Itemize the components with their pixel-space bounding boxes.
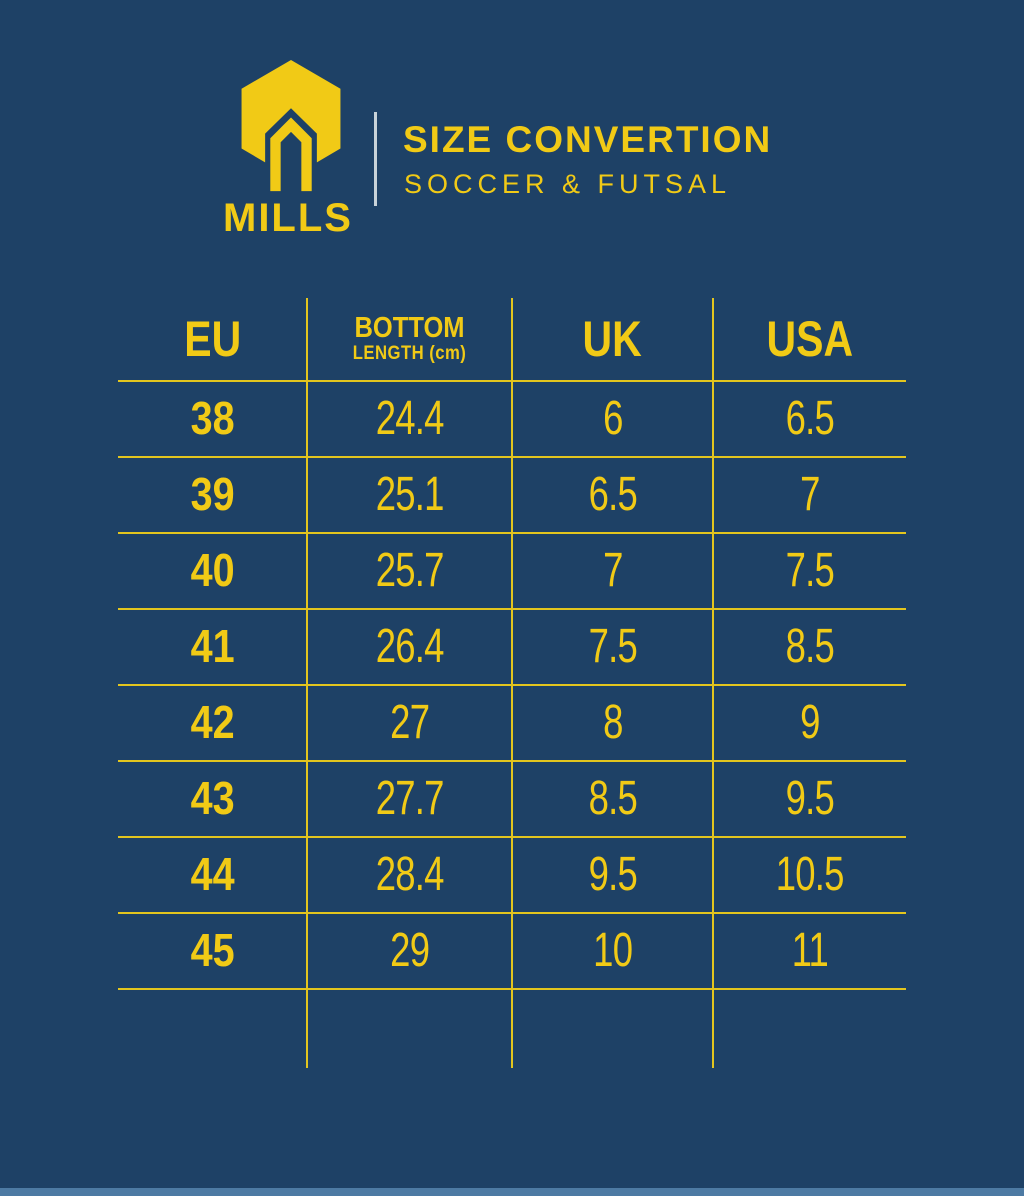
table-cell-uk-row-3: 7.5 xyxy=(512,608,713,684)
table-cell-bottom-row-3: 26.4 xyxy=(307,608,512,684)
cell-value: 7.5 xyxy=(588,619,637,673)
page-title: SIZE CONVERTION xyxy=(403,119,773,160)
table-cell-usa-row-1: 7 xyxy=(713,456,906,532)
cell-value: 39 xyxy=(190,468,235,520)
table-cell-bottom-row-6: 28.4 xyxy=(307,836,512,912)
cell-value: 40 xyxy=(190,544,235,596)
table-cell-eu-row-3: 41 xyxy=(118,608,307,684)
cell-value: 9.5 xyxy=(785,771,834,825)
table-cell-eu-row-2: 40 xyxy=(118,532,307,608)
header-divider xyxy=(374,112,377,206)
table-vertical-line xyxy=(511,298,513,1068)
cell-value: 26.4 xyxy=(375,619,445,673)
cell-value: 41 xyxy=(190,620,235,672)
cell-value: 38 xyxy=(190,392,235,444)
cell-value: 7.5 xyxy=(785,543,834,597)
cell-value: 11 xyxy=(791,923,828,977)
cell-value: 6 xyxy=(602,391,623,445)
table-header-usa: USA xyxy=(713,298,906,380)
header-label: EU xyxy=(184,311,241,367)
cell-value: 25.7 xyxy=(375,543,445,597)
cell-value: 8.5 xyxy=(785,619,834,673)
brand-name: MILLS xyxy=(223,196,353,240)
header-label: USA xyxy=(766,311,853,367)
table-vertical-line xyxy=(712,298,714,1068)
table-cell-bottom-row-2: 25.7 xyxy=(307,532,512,608)
cell-value: 10 xyxy=(592,923,633,977)
table-cell-bottom-row-0: 24.4 xyxy=(307,380,512,456)
cell-value: 7 xyxy=(602,543,623,597)
table-cell-bottom-row-5: 27.7 xyxy=(307,760,512,836)
footer-accent-strip xyxy=(0,1188,1024,1196)
table-cell-uk-row-5: 8.5 xyxy=(512,760,713,836)
header-label-group: BOTTOM LENGTH (cm) xyxy=(352,312,467,365)
cell-value: 43 xyxy=(190,772,235,824)
table-cell-eu-row-6: 44 xyxy=(118,836,307,912)
table-header-bottom-length: BOTTOM LENGTH (cm) xyxy=(307,298,512,380)
size-conversion-table: EU BOTTOM LENGTH (cm) UK USA 38 24.4 6 6.5 3… xyxy=(118,298,906,988)
cell-value: 45 xyxy=(190,924,235,976)
header-sublabel: LENGTH (cm) xyxy=(352,343,467,365)
table-cell-usa-row-5: 9.5 xyxy=(713,760,906,836)
table-cell-uk-row-6: 9.5 xyxy=(512,836,713,912)
table-cell-usa-row-0: 6.5 xyxy=(713,380,906,456)
cell-value: 6.5 xyxy=(785,391,834,445)
table-cell-eu-row-4: 42 xyxy=(118,684,307,760)
cell-value: 8.5 xyxy=(588,771,637,825)
table-cell-uk-row-2: 7 xyxy=(512,532,713,608)
table-cell-eu-row-5: 43 xyxy=(118,760,307,836)
cell-value: 44 xyxy=(190,848,235,900)
table-cell-uk-row-1: 6.5 xyxy=(512,456,713,532)
cell-value: 27.7 xyxy=(375,771,445,825)
cell-value: 6.5 xyxy=(588,467,637,521)
table-cell-usa-row-3: 8.5 xyxy=(713,608,906,684)
cell-value: 42 xyxy=(190,696,235,748)
header-label: UK xyxy=(582,311,643,367)
cell-value: 9.5 xyxy=(588,847,637,901)
cell-value: 28.4 xyxy=(375,847,445,901)
table-cell-usa-row-6: 10.5 xyxy=(713,836,906,912)
table-cell-bottom-row-7: 29 xyxy=(307,912,512,988)
table-cell-bottom-row-4: 27 xyxy=(307,684,512,760)
table-cell-uk-row-0: 6 xyxy=(512,380,713,456)
table-header-eu: EU xyxy=(118,298,307,380)
table-cell-eu-row-7: 45 xyxy=(118,912,307,988)
cell-value: 24.4 xyxy=(375,391,445,445)
table-cell-usa-row-4: 9 xyxy=(713,684,906,760)
table-cell-eu-row-1: 39 xyxy=(118,456,307,532)
table-cell-uk-row-7: 10 xyxy=(512,912,713,988)
mills-hexagon-m-logo-icon xyxy=(241,60,341,192)
table-cell-usa-row-7: 11 xyxy=(713,912,906,988)
cell-value: 25.1 xyxy=(375,467,445,521)
table-cell-eu-row-0: 38 xyxy=(118,380,307,456)
cell-value: 7 xyxy=(799,467,820,521)
cell-value: 9 xyxy=(799,695,820,749)
cell-value: 29 xyxy=(389,923,430,977)
cell-value: 8 xyxy=(602,695,623,749)
page-subtitle: SOCCER & FUTSAL xyxy=(404,169,732,199)
table-cell-bottom-row-1: 25.1 xyxy=(307,456,512,532)
table-cell-usa-row-2: 7.5 xyxy=(713,532,906,608)
table-cell-uk-row-4: 8 xyxy=(512,684,713,760)
table-header-uk: UK xyxy=(512,298,713,380)
cell-value: 27 xyxy=(389,695,430,749)
table-vertical-line xyxy=(306,298,308,1068)
header-label: BOTTOM xyxy=(354,312,465,345)
cell-value: 10.5 xyxy=(775,847,845,901)
